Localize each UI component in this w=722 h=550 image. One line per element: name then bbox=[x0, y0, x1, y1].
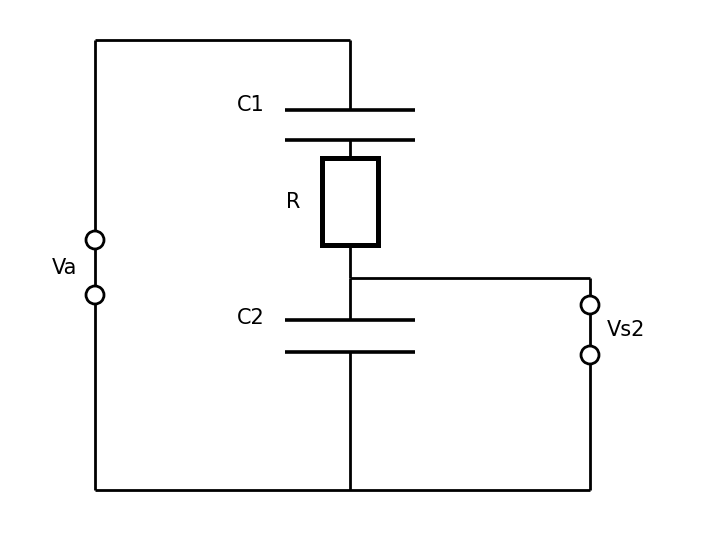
Circle shape bbox=[86, 231, 104, 249]
Text: Va: Va bbox=[52, 257, 77, 278]
Circle shape bbox=[581, 346, 599, 364]
Circle shape bbox=[581, 296, 599, 314]
Text: R: R bbox=[286, 191, 300, 212]
Text: C1: C1 bbox=[238, 95, 265, 115]
Text: Vs2: Vs2 bbox=[607, 320, 645, 340]
Bar bbox=[322, 158, 378, 245]
Circle shape bbox=[86, 286, 104, 304]
Text: C2: C2 bbox=[238, 308, 265, 328]
